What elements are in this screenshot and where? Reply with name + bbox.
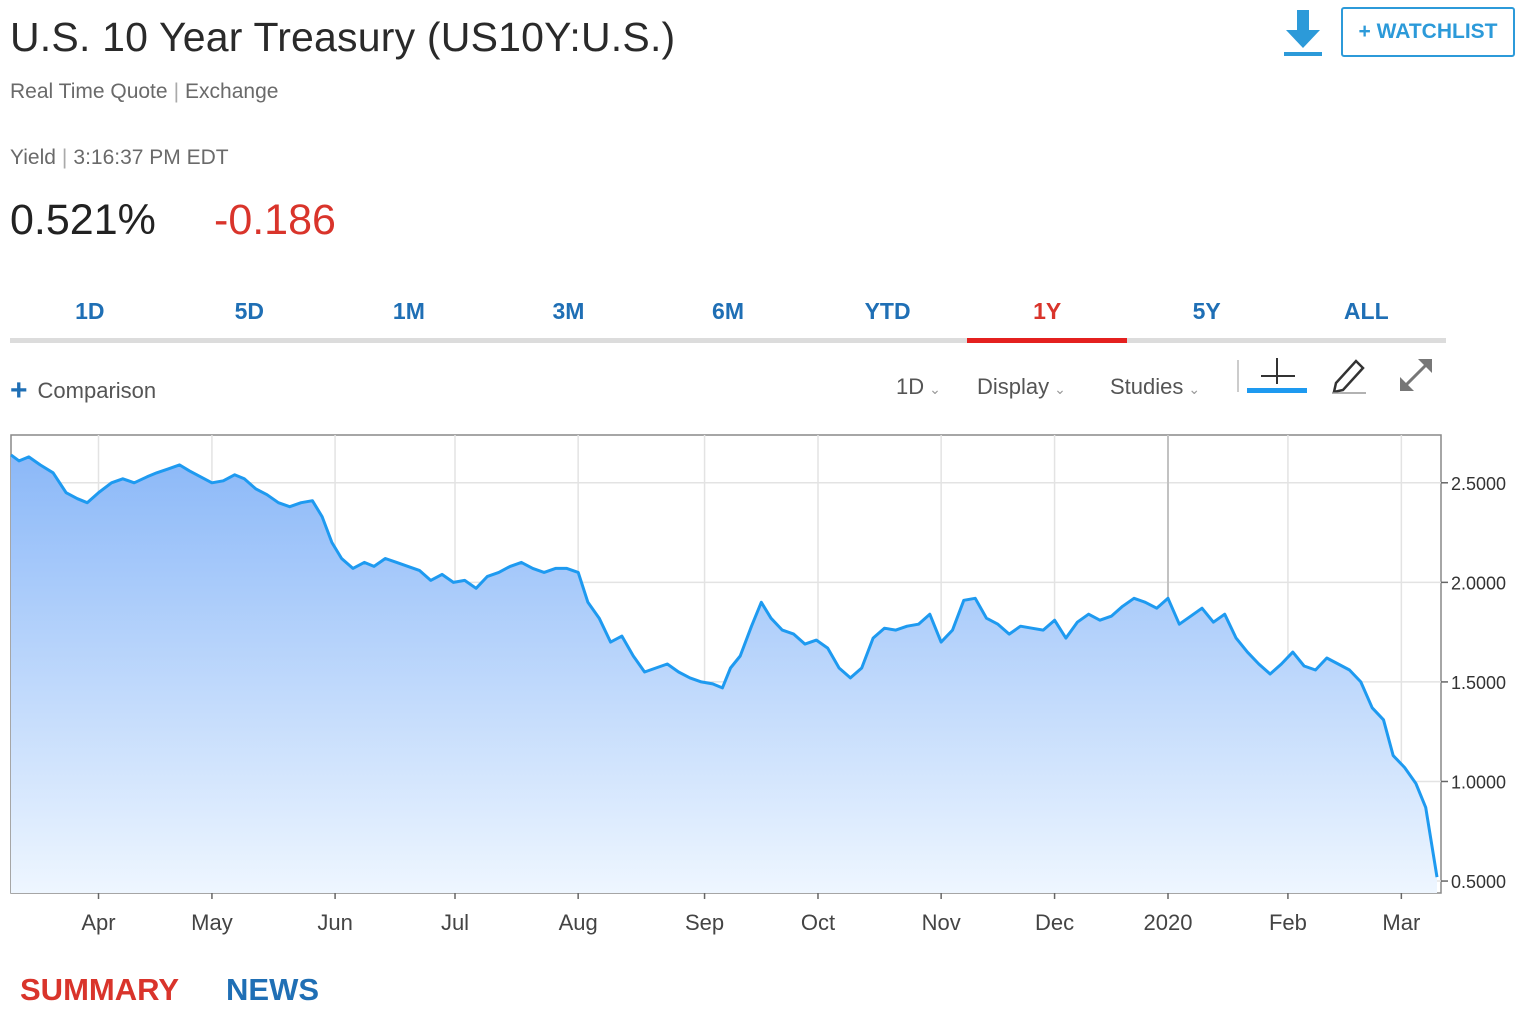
quote-source: Real Time Quote | Exchange xyxy=(10,80,278,104)
expand-icon xyxy=(1400,359,1432,391)
x-tick-label: Oct xyxy=(801,910,835,935)
interval-label: 1D xyxy=(896,374,925,399)
yield-time: Yield | 3:16:37 PM EDT xyxy=(10,146,229,170)
comparison-label: Comparison xyxy=(37,378,157,403)
exchange-label: Exchange xyxy=(185,80,279,103)
studies-dropdown[interactable]: Studies ⌄ xyxy=(1110,374,1200,400)
tab-all[interactable]: ALL xyxy=(1343,298,1389,324)
chevron-down-icon: ⌄ xyxy=(929,381,941,397)
studies-label: Studies xyxy=(1110,374,1184,399)
y-tick-label: 0.5000 xyxy=(1451,872,1506,892)
tab-5d[interactable]: 5D xyxy=(234,298,265,324)
x-tick-label: Apr xyxy=(81,910,115,935)
x-tick-label: 2020 xyxy=(1144,910,1193,935)
y-tick-label: 1.0000 xyxy=(1451,772,1506,792)
y-tick-label: 2.5000 xyxy=(1451,474,1506,494)
interval-dropdown[interactable]: 1D ⌄ xyxy=(896,374,941,400)
x-tick-label: Feb xyxy=(1269,910,1307,935)
quote-type: Real Time Quote xyxy=(10,80,168,103)
crosshair-icon xyxy=(1237,358,1307,393)
x-tick-label: Mar xyxy=(1382,910,1420,935)
range-tabs: 1D 5D 1M 3M 6M YTD 1Y 5Y ALL xyxy=(10,292,1446,343)
download-icon[interactable] xyxy=(1280,8,1326,58)
tab-1m[interactable]: 1M xyxy=(392,298,425,324)
last-price: 0.521% xyxy=(10,196,156,244)
chevron-down-icon: ⌄ xyxy=(1188,381,1201,397)
tab-1d[interactable]: 1D xyxy=(75,298,105,324)
pencil-icon xyxy=(1332,359,1366,394)
page-title: U.S. 10 Year Treasury (US10Y:U.S.) xyxy=(10,14,676,60)
tab-5y[interactable]: 5Y xyxy=(1192,298,1221,324)
tab-6m[interactable]: 6M xyxy=(712,298,744,324)
pencil-tool[interactable] xyxy=(1328,355,1370,395)
comparison-button[interactable]: + Comparison xyxy=(10,376,156,406)
display-dropdown[interactable]: Display ⌄ xyxy=(977,374,1066,400)
x-tick-label: May xyxy=(191,910,233,935)
price-change: -0.186 xyxy=(214,196,336,244)
tab-news[interactable]: NEWS xyxy=(226,972,319,1007)
x-tick-label: Jul xyxy=(441,910,469,935)
y-tick-label: 2.0000 xyxy=(1451,573,1506,593)
crosshair-tool[interactable] xyxy=(1237,356,1309,396)
chart-svg[interactable]: 2.5000 2.0000 1.5000 1.0000 0.5000 Apr May Jun… xyxy=(0,430,1532,950)
divider: | xyxy=(61,146,68,169)
x-tick-label: Sep xyxy=(685,910,724,935)
x-tick-label: Dec xyxy=(1035,910,1074,935)
x-tick-label: Jun xyxy=(317,910,352,935)
tab-ytd[interactable]: YTD xyxy=(864,298,911,324)
yield-label: Yield xyxy=(10,146,56,169)
fullscreen-tool[interactable] xyxy=(1396,355,1436,395)
x-tick-label: Nov xyxy=(922,910,961,935)
series-line-us10y xyxy=(10,453,1439,878)
y-tick-label: 1.5000 xyxy=(1451,673,1506,693)
plus-icon: + xyxy=(10,374,28,407)
divider: | xyxy=(173,80,180,103)
tab-summary[interactable]: SUMMARY xyxy=(20,972,180,1007)
price-chart[interactable]: 2.5000 2.0000 1.5000 1.0000 0.5000 Apr May Jun… xyxy=(0,430,1532,950)
tab-1y[interactable]: 1Y xyxy=(967,292,1127,343)
chevron-down-icon: ⌄ xyxy=(1054,381,1066,397)
quote-time: 3:16:37 PM EDT xyxy=(73,146,229,169)
watchlist-button[interactable]: + WATCHLIST xyxy=(1341,7,1515,57)
x-tick-label: Aug xyxy=(559,910,598,935)
display-label: Display xyxy=(977,374,1050,399)
tab-3m[interactable]: 3M xyxy=(552,298,585,324)
